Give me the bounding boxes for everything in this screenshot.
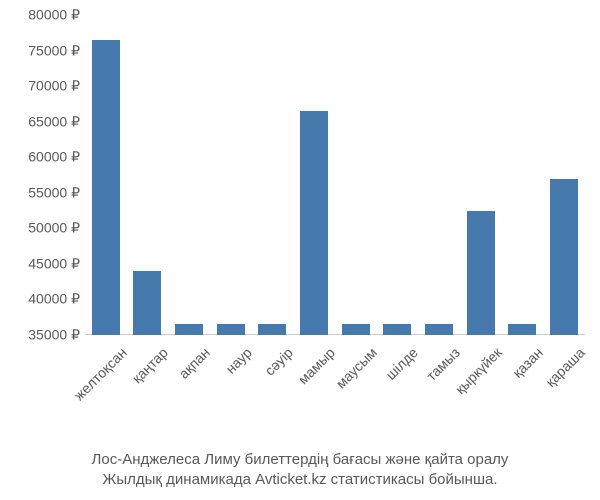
- bar: [92, 40, 120, 335]
- chart-caption: Лос-Анджелеса Лиму билеттердің бағасы жә…: [0, 450, 600, 491]
- plot-area: [85, 15, 585, 335]
- bar: [175, 324, 203, 335]
- y-tick-label: 60000 ₽: [5, 149, 80, 166]
- bar: [383, 324, 411, 335]
- x-axis-labels: желтоқсанқаңтарақпаннаурсәуірмамырмаусым…: [85, 340, 585, 450]
- y-tick-label: 40000 ₽: [5, 291, 80, 308]
- y-tick-label: 45000 ₽: [5, 255, 80, 272]
- caption-line-1: Лос-Анджелеса Лиму билеттердің бағасы жә…: [0, 450, 600, 470]
- y-tick-label: 65000 ₽: [5, 113, 80, 130]
- y-tick-label: 50000 ₽: [5, 220, 80, 237]
- bar: [550, 179, 578, 335]
- y-tick-label: 55000 ₽: [5, 184, 80, 201]
- bar: [217, 324, 245, 335]
- y-tick-label: 80000 ₽: [5, 7, 80, 24]
- y-tick-label: 70000 ₽: [5, 78, 80, 95]
- bar: [300, 111, 328, 335]
- y-tick-label: 35000 ₽: [5, 327, 80, 344]
- caption-line-2: Жылдық динамикада Avticket.kz статистика…: [0, 470, 600, 490]
- bar: [342, 324, 370, 335]
- bar: [467, 211, 495, 335]
- bar: [425, 324, 453, 335]
- chart-container: 35000 ₽ 40000 ₽ 45000 ₽ 50000 ₽ 55000 ₽ 60000…: [0, 0, 600, 500]
- bar: [258, 324, 286, 335]
- bar: [508, 324, 536, 335]
- y-tick-label: 75000 ₽: [5, 42, 80, 59]
- bar: [133, 271, 161, 335]
- bars-group: [85, 15, 585, 335]
